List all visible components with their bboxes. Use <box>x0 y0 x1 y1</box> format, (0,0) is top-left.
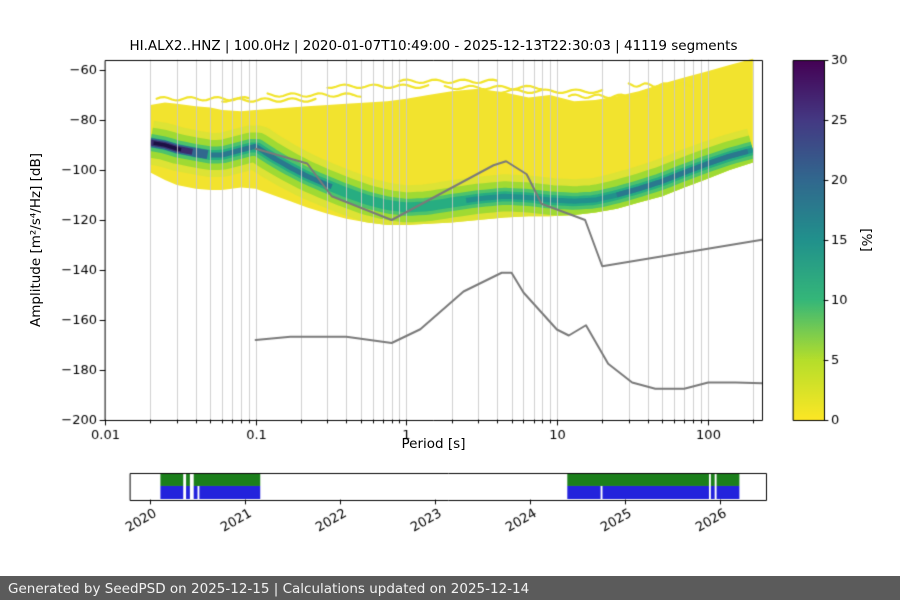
x-axis-label: Period [s] <box>401 436 466 452</box>
y-axis-label: Amplitude [m²/s⁴/Hz] [dB] <box>28 152 44 328</box>
footer-text: Generated by SeedPSD on 2025-12-15 | Cal… <box>8 581 530 597</box>
ppsd-plot-canvas <box>0 0 900 576</box>
colorbar-label: [%] <box>858 228 874 252</box>
footer-bar: Generated by SeedPSD on 2025-12-15 | Cal… <box>0 576 900 600</box>
plot-title: HI.ALX2..HNZ | 100.0Hz | 2020-01-07T10:4… <box>129 38 738 54</box>
